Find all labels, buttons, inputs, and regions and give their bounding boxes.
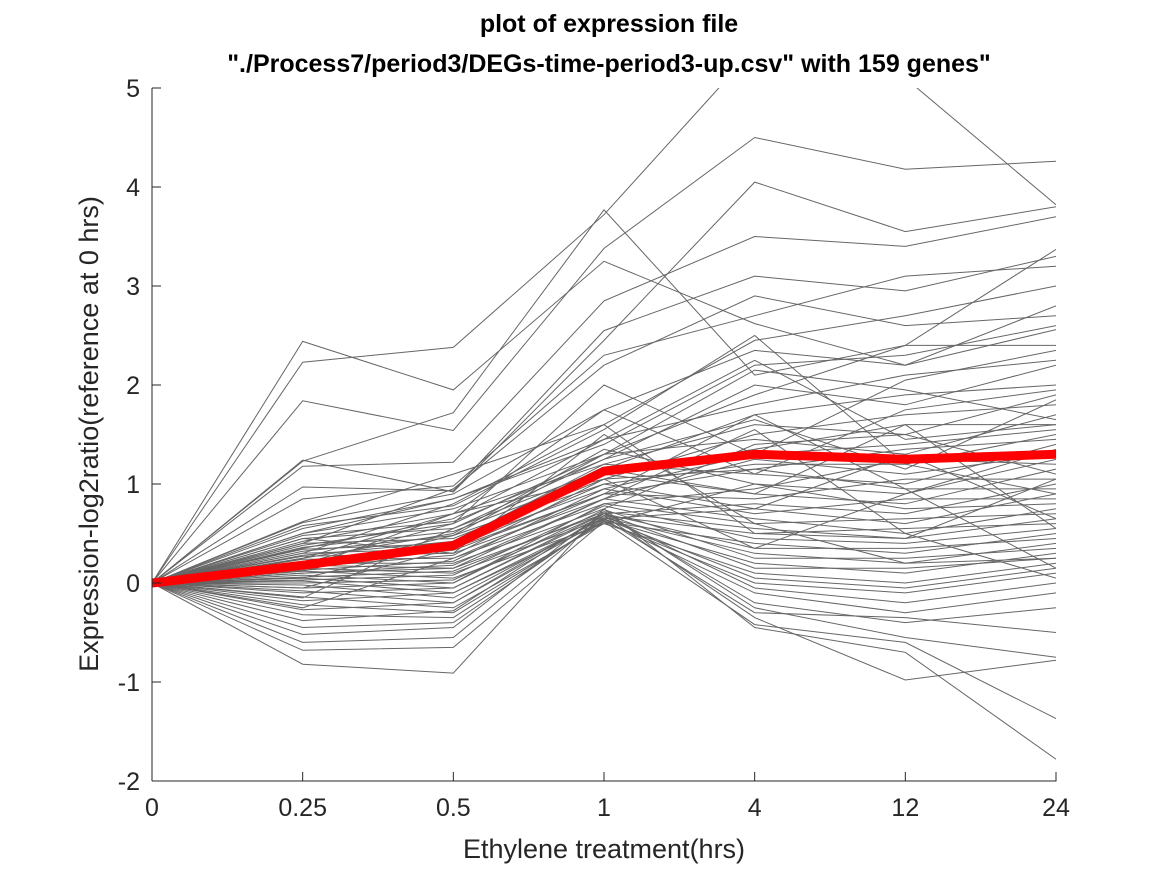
gene-line-61: [152, 399, 1056, 599]
x-tick-label: 4: [748, 794, 762, 822]
y-tick-labels: -2 -1 0 1 2 3 4 5: [118, 75, 140, 796]
gene-line-64: [152, 424, 1056, 584]
gene-line-7: [152, 255, 1056, 584]
y-tick-label: -1: [118, 669, 140, 697]
x-tick-label: 0: [145, 794, 159, 822]
gene-line-51: [152, 518, 1056, 633]
chart-title-line-2: "./Process7/period3/DEGs-time-period3-up…: [227, 50, 991, 78]
gene-line-8: [152, 265, 1056, 584]
gene-line-3: [152, 136, 1056, 584]
axes: [151, 87, 1057, 782]
gene-line-45: [152, 523, 1056, 609]
gene-line-70: [152, 429, 1056, 584]
gene-line-54: [152, 520, 1056, 720]
y-tick-label: 0: [126, 570, 140, 598]
chart-title-line-1: plot of expression file: [480, 10, 738, 38]
gene-line-58: [152, 369, 1056, 584]
mean-expression-line: [152, 449, 1056, 588]
gene-lines: [152, 88, 1056, 760]
gene-line-4: [152, 209, 1056, 584]
y-axis-label: Expression-log2ratio(reference at 0 hrs): [74, 196, 104, 672]
y-tick-label: 3: [126, 273, 140, 301]
gene-line-59: [152, 448, 1056, 584]
x-tick-label: 0.5: [436, 794, 471, 822]
gene-line-22: [152, 443, 1056, 584]
x-tick-label: 12: [891, 794, 919, 822]
gene-line-6: [152, 216, 1056, 584]
gene-line-69: [152, 359, 1056, 584]
gene-line-32: [152, 488, 1056, 584]
x-tick-label: 24: [1042, 794, 1070, 822]
gene-line-2: [152, 88, 1056, 584]
gene-line-56: [152, 334, 1056, 584]
gene-line-49: [152, 520, 1056, 619]
x-tick-label: 1: [597, 794, 611, 822]
gene-line-65: [152, 414, 1056, 609]
gene-line-52: [152, 511, 1056, 658]
x-tick-label: 0.25: [278, 794, 327, 822]
gene-line-60: [152, 433, 1056, 584]
y-tick-label: -2: [118, 768, 140, 796]
gene-line-43: [152, 519, 1056, 604]
y-tick-label: 4: [126, 174, 140, 202]
y-tick-label: 2: [126, 372, 140, 400]
gene-line-68: [152, 453, 1056, 589]
mean-line-group: [152, 449, 1056, 588]
gene-line-53: [152, 515, 1056, 681]
gene-line-11: [152, 325, 1056, 584]
gene-line-55: [152, 508, 1056, 760]
gene-line-66: [152, 295, 1056, 584]
gene-line-1: [152, 260, 1056, 584]
y-tick-label: 1: [126, 471, 140, 499]
gene-line-38: [152, 505, 1056, 584]
x-tick-labels: 0 0.25 0.5 1 4 12 24: [145, 794, 1070, 822]
x-axis-label: Ethylene treatment(hrs): [463, 834, 745, 864]
gene-line-35: [152, 503, 1056, 584]
gene-line-5: [152, 181, 1056, 584]
gene-line-50: [152, 513, 1056, 624]
y-tick-label: 5: [126, 75, 140, 103]
